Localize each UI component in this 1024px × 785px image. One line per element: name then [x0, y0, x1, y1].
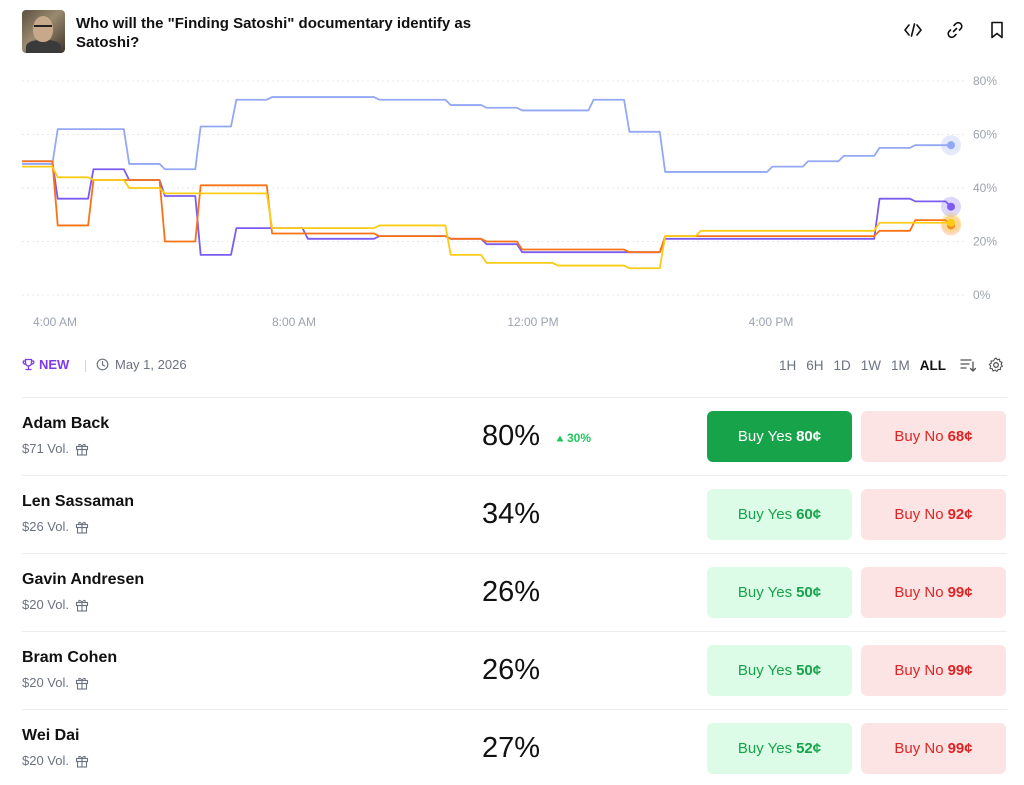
market-header: Who will the "Finding Satoshi" documenta…: [22, 10, 1007, 55]
timeframe-6h[interactable]: 6H: [806, 357, 824, 373]
settings-gear-icon[interactable]: [985, 355, 1007, 375]
outcome-volume: $71 Vol.: [22, 441, 89, 456]
outcome-row: Len Sassaman $26 Vol. 34% Buy Yes 60¢ Buy…: [22, 475, 1007, 553]
series-line-1: [22, 160, 952, 256]
outcome-name: Gavin Andresen: [22, 571, 145, 588]
y-tick-label: 60%: [973, 128, 997, 142]
series-line-2: [22, 160, 952, 254]
timeframe-1d[interactable]: 1D: [833, 357, 851, 373]
date-label: May 1, 2026: [115, 357, 187, 372]
market-thumbnail: [22, 10, 65, 53]
outcome-row: Bram Cohen $20 Vol. 26% Buy Yes 50¢ Buy N…: [22, 631, 1007, 709]
buy-no-button[interactable]: Buy No 99¢: [861, 645, 1006, 696]
buy-yes-button[interactable]: Buy Yes 80¢: [707, 411, 852, 462]
volume-label: $20 Vol.: [22, 675, 69, 690]
buy-no-button[interactable]: Buy No 92¢: [861, 489, 1006, 540]
volume-label: $20 Vol.: [22, 753, 69, 768]
outcome-name: Len Sassaman: [22, 493, 135, 510]
timeframe-1h[interactable]: 1H: [778, 357, 797, 373]
gift-icon[interactable]: [75, 598, 89, 612]
percent-change: 30%: [556, 431, 591, 445]
outcome-row: Wei Dai $20 Vol. 27% Buy Yes 52¢ Buy No 99…: [22, 709, 1007, 785]
series-end-point: [947, 202, 955, 211]
new-label: NEW: [39, 357, 70, 372]
y-tick-label: 0%: [973, 288, 991, 302]
volume-label: $71 Vol.: [22, 441, 69, 456]
outcome-row: Gavin Andresen $20 Vol. 26% Buy Yes 50¢ B…: [22, 553, 1007, 631]
y-tick-label: 80%: [973, 74, 997, 88]
gift-icon[interactable]: [75, 676, 89, 690]
divider: [85, 360, 86, 372]
outcome-volume: $20 Vol.: [22, 675, 89, 690]
gift-icon[interactable]: [75, 754, 89, 768]
outcome-row: Adam Back $71 Vol. 80% 30% Buy Yes 80¢ Bu…: [22, 397, 1007, 475]
buy-no-button[interactable]: Buy No 99¢: [861, 567, 1006, 618]
outcome-name: Bram Cohen: [22, 649, 118, 666]
gift-icon[interactable]: [75, 520, 89, 534]
outcome-name: Adam Back: [22, 415, 110, 432]
outcome-name: Wei Dai: [22, 727, 80, 744]
outcome-percent: 34%: [482, 498, 541, 530]
timeframe-1w[interactable]: 1W: [860, 357, 881, 373]
outcome-percent: 26%: [482, 654, 541, 686]
y-tick-label: 20%: [973, 235, 997, 249]
outcome-percent: 80%: [482, 420, 541, 452]
volume-label: $20 Vol.: [22, 597, 69, 612]
x-tick-label: 12:00 PM: [507, 315, 558, 329]
x-tick-label: 4:00 AM: [33, 315, 77, 329]
trophy-icon: [22, 358, 35, 371]
market-meta: NEW May 1, 2026 1H 6H 1D 1W 1M ALL: [22, 355, 1007, 377]
series-end-point: [947, 141, 955, 150]
timeframe-selector: 1H 6H 1D 1W 1M ALL: [774, 355, 1007, 375]
end-date: May 1, 2026: [96, 357, 187, 372]
buy-yes-button[interactable]: Buy Yes 50¢: [707, 567, 852, 618]
outcome-volume: $20 Vol.: [22, 597, 89, 612]
gift-icon[interactable]: [75, 442, 89, 456]
outcome-volume: $26 Vol.: [22, 519, 89, 534]
clock-icon: [96, 358, 109, 371]
outcome-percent: 26%: [482, 576, 541, 608]
sort-icon[interactable]: [957, 355, 979, 375]
series-end-point: [947, 218, 955, 227]
series-line-3: [22, 165, 951, 270]
embed-icon[interactable]: [903, 20, 923, 40]
buy-no-button[interactable]: Buy No 99¢: [861, 723, 1006, 774]
bookmark-icon[interactable]: [987, 20, 1007, 40]
buy-yes-button[interactable]: Buy Yes 50¢: [707, 645, 852, 696]
x-tick-label: 8:00 AM: [272, 315, 316, 329]
x-tick-label: 4:00 PM: [749, 315, 794, 329]
volume-label: $26 Vol.: [22, 519, 69, 534]
buy-yes-button[interactable]: Buy Yes 52¢: [707, 723, 852, 774]
buy-no-button[interactable]: Buy No 68¢: [861, 411, 1006, 462]
timeframe-1m[interactable]: 1M: [890, 357, 910, 373]
buy-yes-button[interactable]: Buy Yes 60¢: [707, 489, 852, 540]
link-icon[interactable]: [945, 20, 965, 40]
y-tick-label: 40%: [973, 181, 997, 195]
series-line-0: [22, 96, 951, 173]
change-value: 30%: [567, 431, 592, 445]
outcome-volume: $20 Vol.: [22, 753, 89, 768]
up-triangle-icon: [556, 435, 564, 441]
outcomes-list: Adam Back $71 Vol. 80% 30% Buy Yes 80¢ Bu…: [22, 397, 1007, 785]
new-badge: NEW: [22, 357, 69, 372]
price-history-chart: 80% 60% 40% 20% 0% 4:00 AM 8:00 AM 12:00 PM 4:00…: [22, 74, 997, 329]
timeframe-all[interactable]: ALL: [919, 357, 946, 373]
outcome-percent: 27%: [482, 732, 541, 764]
market-title: Who will the "Finding Satoshi" documenta…: [76, 15, 472, 51]
